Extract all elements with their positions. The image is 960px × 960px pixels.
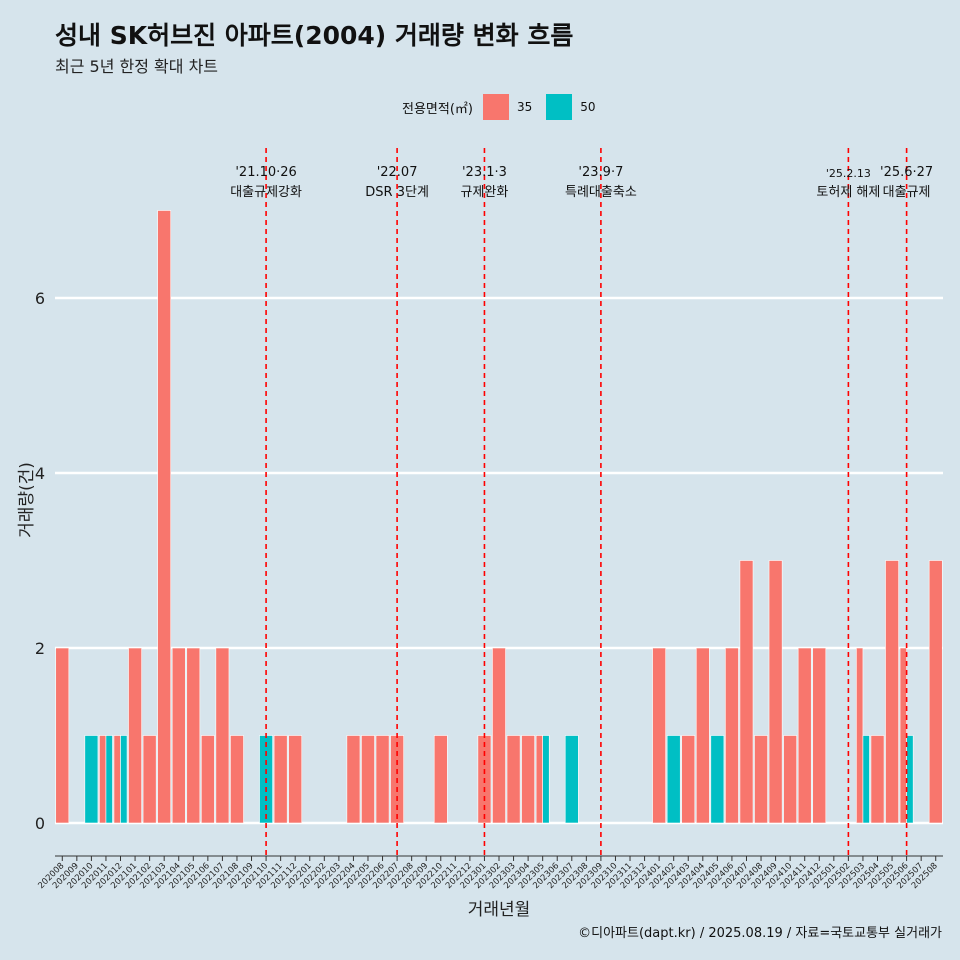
bar-35 — [783, 735, 797, 824]
legend-label-50: 50 — [580, 100, 596, 114]
event-label: 규제완화 — [461, 185, 509, 200]
bar-50 — [862, 735, 870, 824]
bar-35 — [928, 560, 943, 824]
bar-35 — [870, 735, 885, 824]
legend: 전용면적(㎡) 35 50 — [402, 94, 610, 120]
bar-50 — [120, 735, 128, 824]
bar-35 — [521, 735, 535, 824]
bar-35 — [142, 735, 157, 824]
bar-50 — [542, 735, 550, 824]
legend-swatch-35 — [482, 94, 509, 120]
bar-35 — [725, 647, 739, 824]
event-date-label: '23.9·7 — [578, 165, 623, 180]
bar-50 — [564, 735, 579, 824]
y-axis-title: 거래량(건) — [17, 462, 37, 538]
event-label: 토허제 해제 — [816, 185, 880, 200]
bar-35 — [768, 560, 783, 824]
bar-35 — [652, 647, 666, 824]
bar-35 — [186, 647, 201, 824]
bar-35 — [695, 647, 710, 824]
event-label: 대출규제강화 — [230, 185, 302, 200]
bar-50 — [710, 735, 725, 824]
event-date-label: '23.1·3 — [462, 165, 507, 180]
bar-35 — [230, 735, 244, 824]
event-date-label: '25.6·27 — [880, 165, 933, 180]
bar-35 — [899, 647, 907, 824]
bar-35 — [797, 647, 812, 824]
bar-35 — [346, 735, 361, 824]
bar-35 — [812, 647, 827, 824]
y-tick-label: 0 — [35, 814, 45, 833]
bar-35 — [375, 735, 390, 824]
bar-35 — [535, 735, 543, 824]
bar-35 — [273, 735, 288, 824]
bar-35 — [885, 560, 899, 824]
legend-title: 전용면적(㎡) — [402, 101, 473, 117]
bar-50 — [84, 735, 99, 824]
bar-35 — [171, 647, 186, 824]
x-axis-title: 거래년월 — [468, 900, 531, 920]
source-caption: ©디아파트(dapt.kr) / 2025.08.19 / 자료=국토교통부 실… — [578, 926, 942, 941]
chart-title: 성내 SK허브진 아파트(2004) 거래량 변화 흐름 — [55, 21, 574, 50]
bar-35 — [433, 735, 448, 824]
y-tick-label: 2 — [35, 639, 45, 658]
bar-35 — [856, 647, 864, 824]
y-tick-label: 4 — [35, 464, 45, 483]
bar-35 — [361, 735, 375, 824]
legend-label-35: 35 — [516, 100, 533, 114]
bar-35 — [55, 647, 70, 824]
event-date-label: '25.2.13 — [826, 167, 871, 180]
bar-35 — [681, 735, 696, 824]
y-tick-label: 6 — [35, 289, 45, 308]
bar-35 — [128, 647, 142, 824]
bar-35 — [113, 735, 121, 824]
event-date-label: '22.07 — [377, 165, 418, 180]
event-date-label: '21.10·26 — [235, 165, 296, 180]
bar-35 — [506, 735, 521, 824]
bar-35 — [99, 735, 107, 824]
bar-50 — [906, 735, 914, 824]
bar-50 — [105, 735, 113, 824]
event-label: DSR 3단계 — [365, 185, 429, 200]
bar-35 — [201, 735, 215, 824]
bar-35 — [492, 647, 506, 824]
event-label: 특례대출축소 — [565, 185, 637, 200]
bar-35 — [157, 210, 172, 824]
event-label: 대출규제 — [883, 185, 931, 200]
bar-35 — [288, 735, 303, 824]
bar-35 — [215, 647, 230, 824]
bar-50 — [666, 735, 681, 824]
bar-35 — [754, 735, 768, 824]
legend-swatch-50 — [546, 94, 573, 120]
bar-35 — [739, 560, 754, 824]
chart-subtitle: 최근 5년 한정 확대 차트 — [55, 57, 219, 76]
